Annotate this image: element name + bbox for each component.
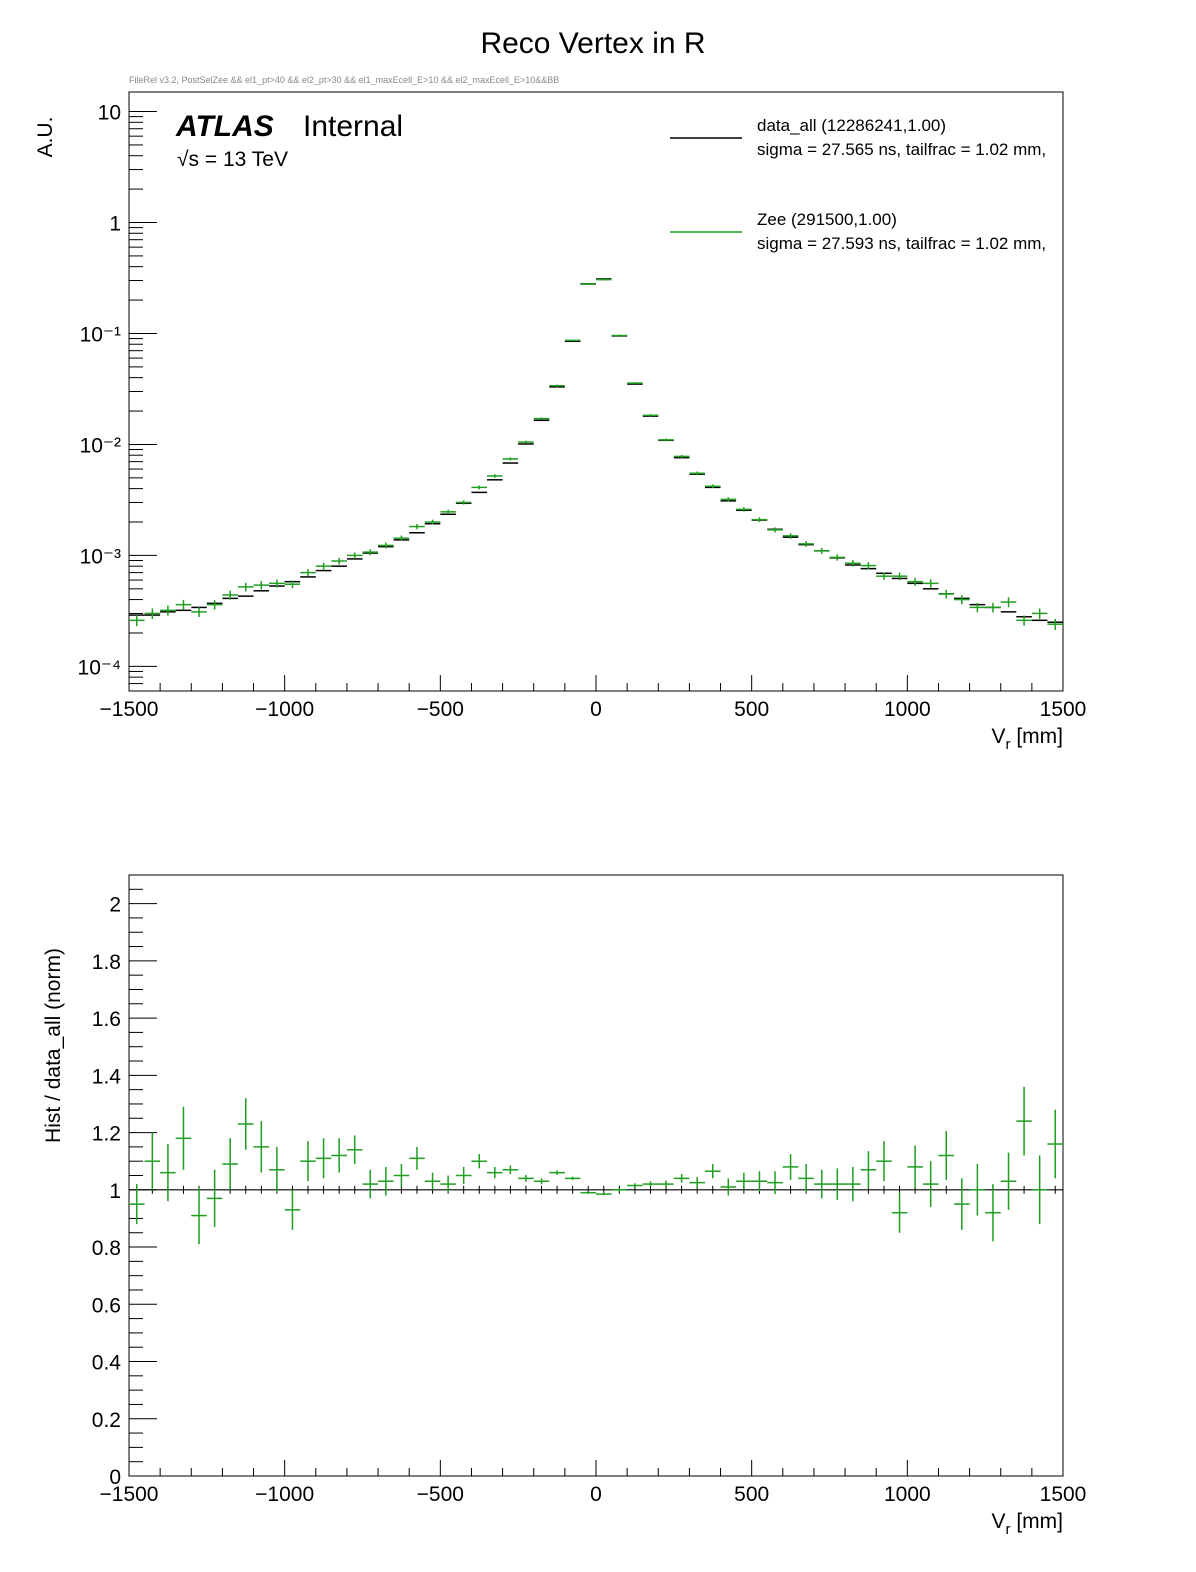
x-tick-label: 500 — [734, 1483, 769, 1506]
x-tick-label: −500 — [417, 1483, 464, 1506]
y-tick-label: 1 — [109, 1180, 121, 1203]
x-tick-label: −500 — [417, 698, 464, 721]
y-tick-label: 10⁻³ — [80, 545, 121, 568]
x-tick-label: 0 — [590, 1483, 602, 1506]
legend-label-data-all: data_all (12286241,1.00) — [757, 116, 946, 135]
x-tick-label: 1000 — [884, 1483, 931, 1506]
x-tick-label: −1000 — [255, 1483, 314, 1506]
legend-label-zee: Zee (291500,1.00) — [757, 210, 897, 229]
y-tick-label: 1.4 — [92, 1065, 122, 1088]
atlas-status: Internal — [303, 110, 403, 143]
y-tick-label: 0.6 — [92, 1294, 121, 1317]
y-tick-label: 10⁻¹ — [80, 323, 121, 346]
y-tick-label: 1.2 — [92, 1123, 121, 1146]
y-tick-label: 1.6 — [92, 1008, 121, 1031]
x-axis-label: Vr [mm] — [991, 1510, 1063, 1538]
top-plot-frame — [128, 91, 1064, 692]
y-tick-label: 0.4 — [92, 1352, 122, 1375]
x-tick-label: −1500 — [100, 1483, 159, 1506]
atlas-label: ATLAS — [175, 110, 274, 143]
y-tick-label: 2 — [109, 894, 121, 917]
bottom-panel: −1500 −1000 −500 0 500 1000 1500 0 0.2 0.4 0.6 0.8 1… — [42, 874, 1087, 1538]
y-tick-label: 0 — [109, 1466, 121, 1489]
y-tick-label: 10 — [98, 102, 121, 125]
y-axis-label: A.U. — [34, 117, 57, 158]
bottom-plot-frame — [128, 874, 1064, 1477]
y-tick-label: 1 — [109, 213, 121, 236]
top-panel: −1500 −1000 −500 0 500 1000 1500 10⁻⁴ 10⁻³ 10⁻² 10… — [34, 91, 1087, 753]
y-axis-label: Hist / data_all (norm) — [42, 948, 65, 1143]
x-tick-label: 1500 — [1040, 698, 1087, 721]
legend: data_all (12286241,1.00) sigma = 27.565 … — [670, 116, 1046, 253]
legend-info-zee: sigma = 27.593 ns, tailfrac = 1.02 mm, — [757, 234, 1046, 253]
x-tick-label: 500 — [734, 698, 769, 721]
x-axis-label: Vr [mm] — [991, 725, 1063, 753]
x-tick-label: 0 — [590, 698, 602, 721]
chart-subtitle: FileRel v3.2, PostSelZee && el1_pt>40 &&… — [129, 75, 559, 85]
y-tick-label: 0.8 — [92, 1237, 121, 1260]
y-tick-label: 0.2 — [92, 1409, 121, 1432]
x-tick-label: −1000 — [255, 698, 314, 721]
x-tick-label: 1000 — [884, 698, 931, 721]
y-tick-label: 10⁻² — [80, 434, 121, 457]
series-Zee — [129, 278, 1063, 630]
legend-info-data-all: sigma = 27.565 ns, tailfrac = 1.02 mm, — [757, 140, 1046, 159]
y-tick-label: 10⁻⁴ — [78, 656, 121, 679]
series-data_all — [129, 278, 1063, 623]
y-tick-label: 1.8 — [92, 951, 121, 974]
x-tick-label: 1500 — [1040, 1483, 1087, 1506]
x-tick-label: −1500 — [100, 698, 159, 721]
series-Zee — [129, 1086, 1063, 1245]
chart-title: Reco Vertex in R — [480, 27, 705, 60]
energy-label: √s = 13 TeV — [177, 148, 288, 171]
